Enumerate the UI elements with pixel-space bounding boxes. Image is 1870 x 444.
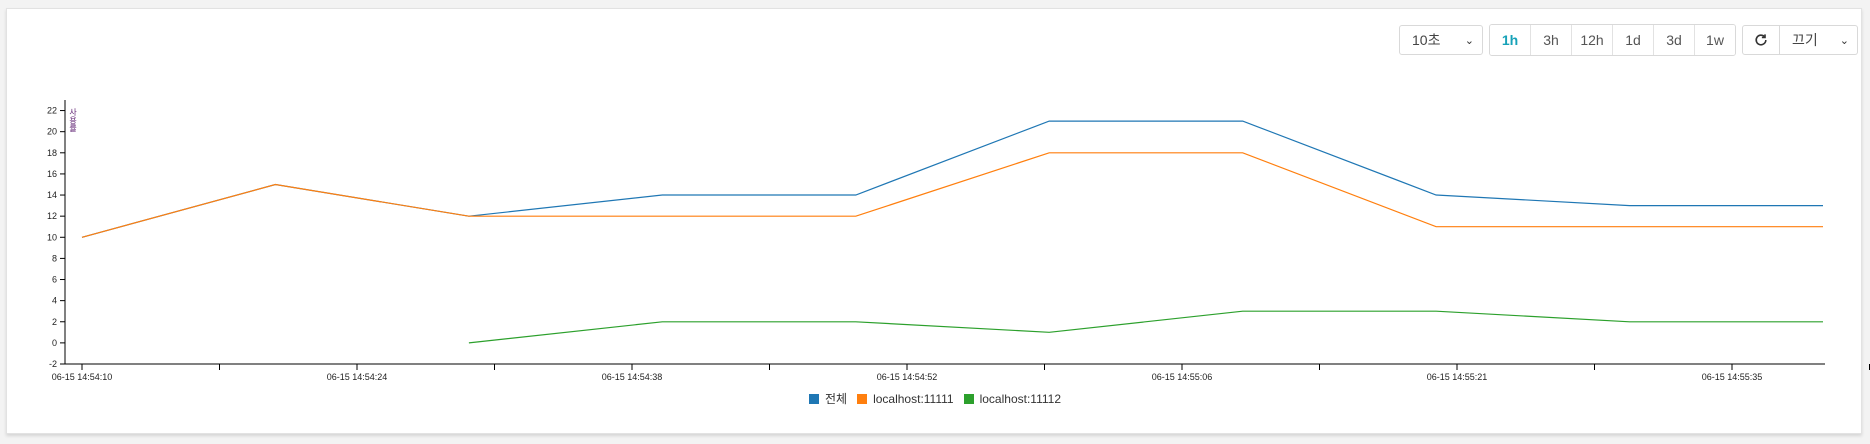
- series-line-0: [81, 120, 1823, 238]
- range-button-1d[interactable]: 1d: [1613, 25, 1654, 55]
- time-range-group: 1h 3h 12h 1d 3d 1w: [1489, 24, 1736, 56]
- y-tick-label: 8: [52, 253, 57, 263]
- legend-item[interactable]: localhost:11112: [963, 390, 1061, 407]
- chart-legend: 전체 localhost:11111 localhost:11112: [0, 390, 1870, 407]
- x-tick-label: 06-15 14:54:10: [52, 372, 113, 382]
- y-tick-label: 22: [47, 106, 57, 116]
- y-tick-label: 4: [52, 296, 57, 306]
- y-tick-label: 12: [47, 211, 57, 221]
- interval-select[interactable]: 10초 ⌄: [1399, 25, 1483, 55]
- y-tick-label: 6: [52, 275, 57, 285]
- y-tick-label: -2: [49, 359, 57, 369]
- x-tick-label: 06-15 14:54:38: [602, 372, 663, 382]
- chevron-down-icon: ⌄: [1464, 34, 1474, 47]
- range-button-12h[interactable]: 12h: [1572, 25, 1613, 55]
- legend-item[interactable]: localhost:11111: [857, 390, 954, 407]
- x-tick-label: 06-15 14:55:06: [1152, 372, 1213, 382]
- y-tick-label: 14: [47, 190, 57, 200]
- x-tick-label: 06-15 14:54:52: [877, 372, 938, 382]
- legend-swatch: [963, 393, 974, 404]
- chart-panel: [6, 8, 1862, 434]
- chevron-down-icon: ⌄: [1839, 34, 1849, 47]
- x-tick-label: 06-15 14:54:24: [327, 372, 388, 382]
- legend-label: localhost:11112: [979, 391, 1061, 406]
- refresh-button[interactable]: [1742, 25, 1780, 55]
- range-button-3d[interactable]: 3d: [1654, 25, 1695, 55]
- y-tick-label: 2: [52, 317, 57, 327]
- legend-swatch: [808, 393, 819, 404]
- auto-refresh-value: 끄기: [1792, 32, 1818, 48]
- x-tick-label: 06-15 14:55:35: [1702, 372, 1763, 382]
- legend-label: 전체: [824, 392, 848, 406]
- legend-swatch: [857, 393, 868, 404]
- x-tick-label: 06-15 14:55:21: [1427, 372, 1488, 382]
- y-tick-label: 10: [47, 232, 57, 242]
- y-tick-label: 0: [52, 338, 57, 348]
- y-tick-label: 18: [47, 148, 57, 158]
- range-button-3h[interactable]: 3h: [1531, 25, 1572, 55]
- y-axis-label: 사용률: [68, 108, 77, 132]
- range-button-1h[interactable]: 1h: [1490, 25, 1531, 55]
- series-line-1: [81, 152, 1823, 238]
- series-line-2: [468, 310, 1823, 344]
- range-button-1w[interactable]: 1w: [1695, 25, 1735, 55]
- y-tick-label: 20: [47, 127, 57, 137]
- refresh-icon: [1755, 34, 1767, 46]
- legend-label: localhost:11111: [873, 391, 954, 406]
- interval-select-value: 10초: [1412, 32, 1441, 48]
- legend-item[interactable]: 전체: [808, 390, 848, 407]
- y-tick-label: 16: [47, 169, 57, 179]
- chart-toolbar: 10초 ⌄ 1h 3h 12h 1d 3d 1w 끄기 ⌄: [1399, 24, 1858, 56]
- auto-refresh-select[interactable]: 끄기 ⌄: [1780, 25, 1858, 55]
